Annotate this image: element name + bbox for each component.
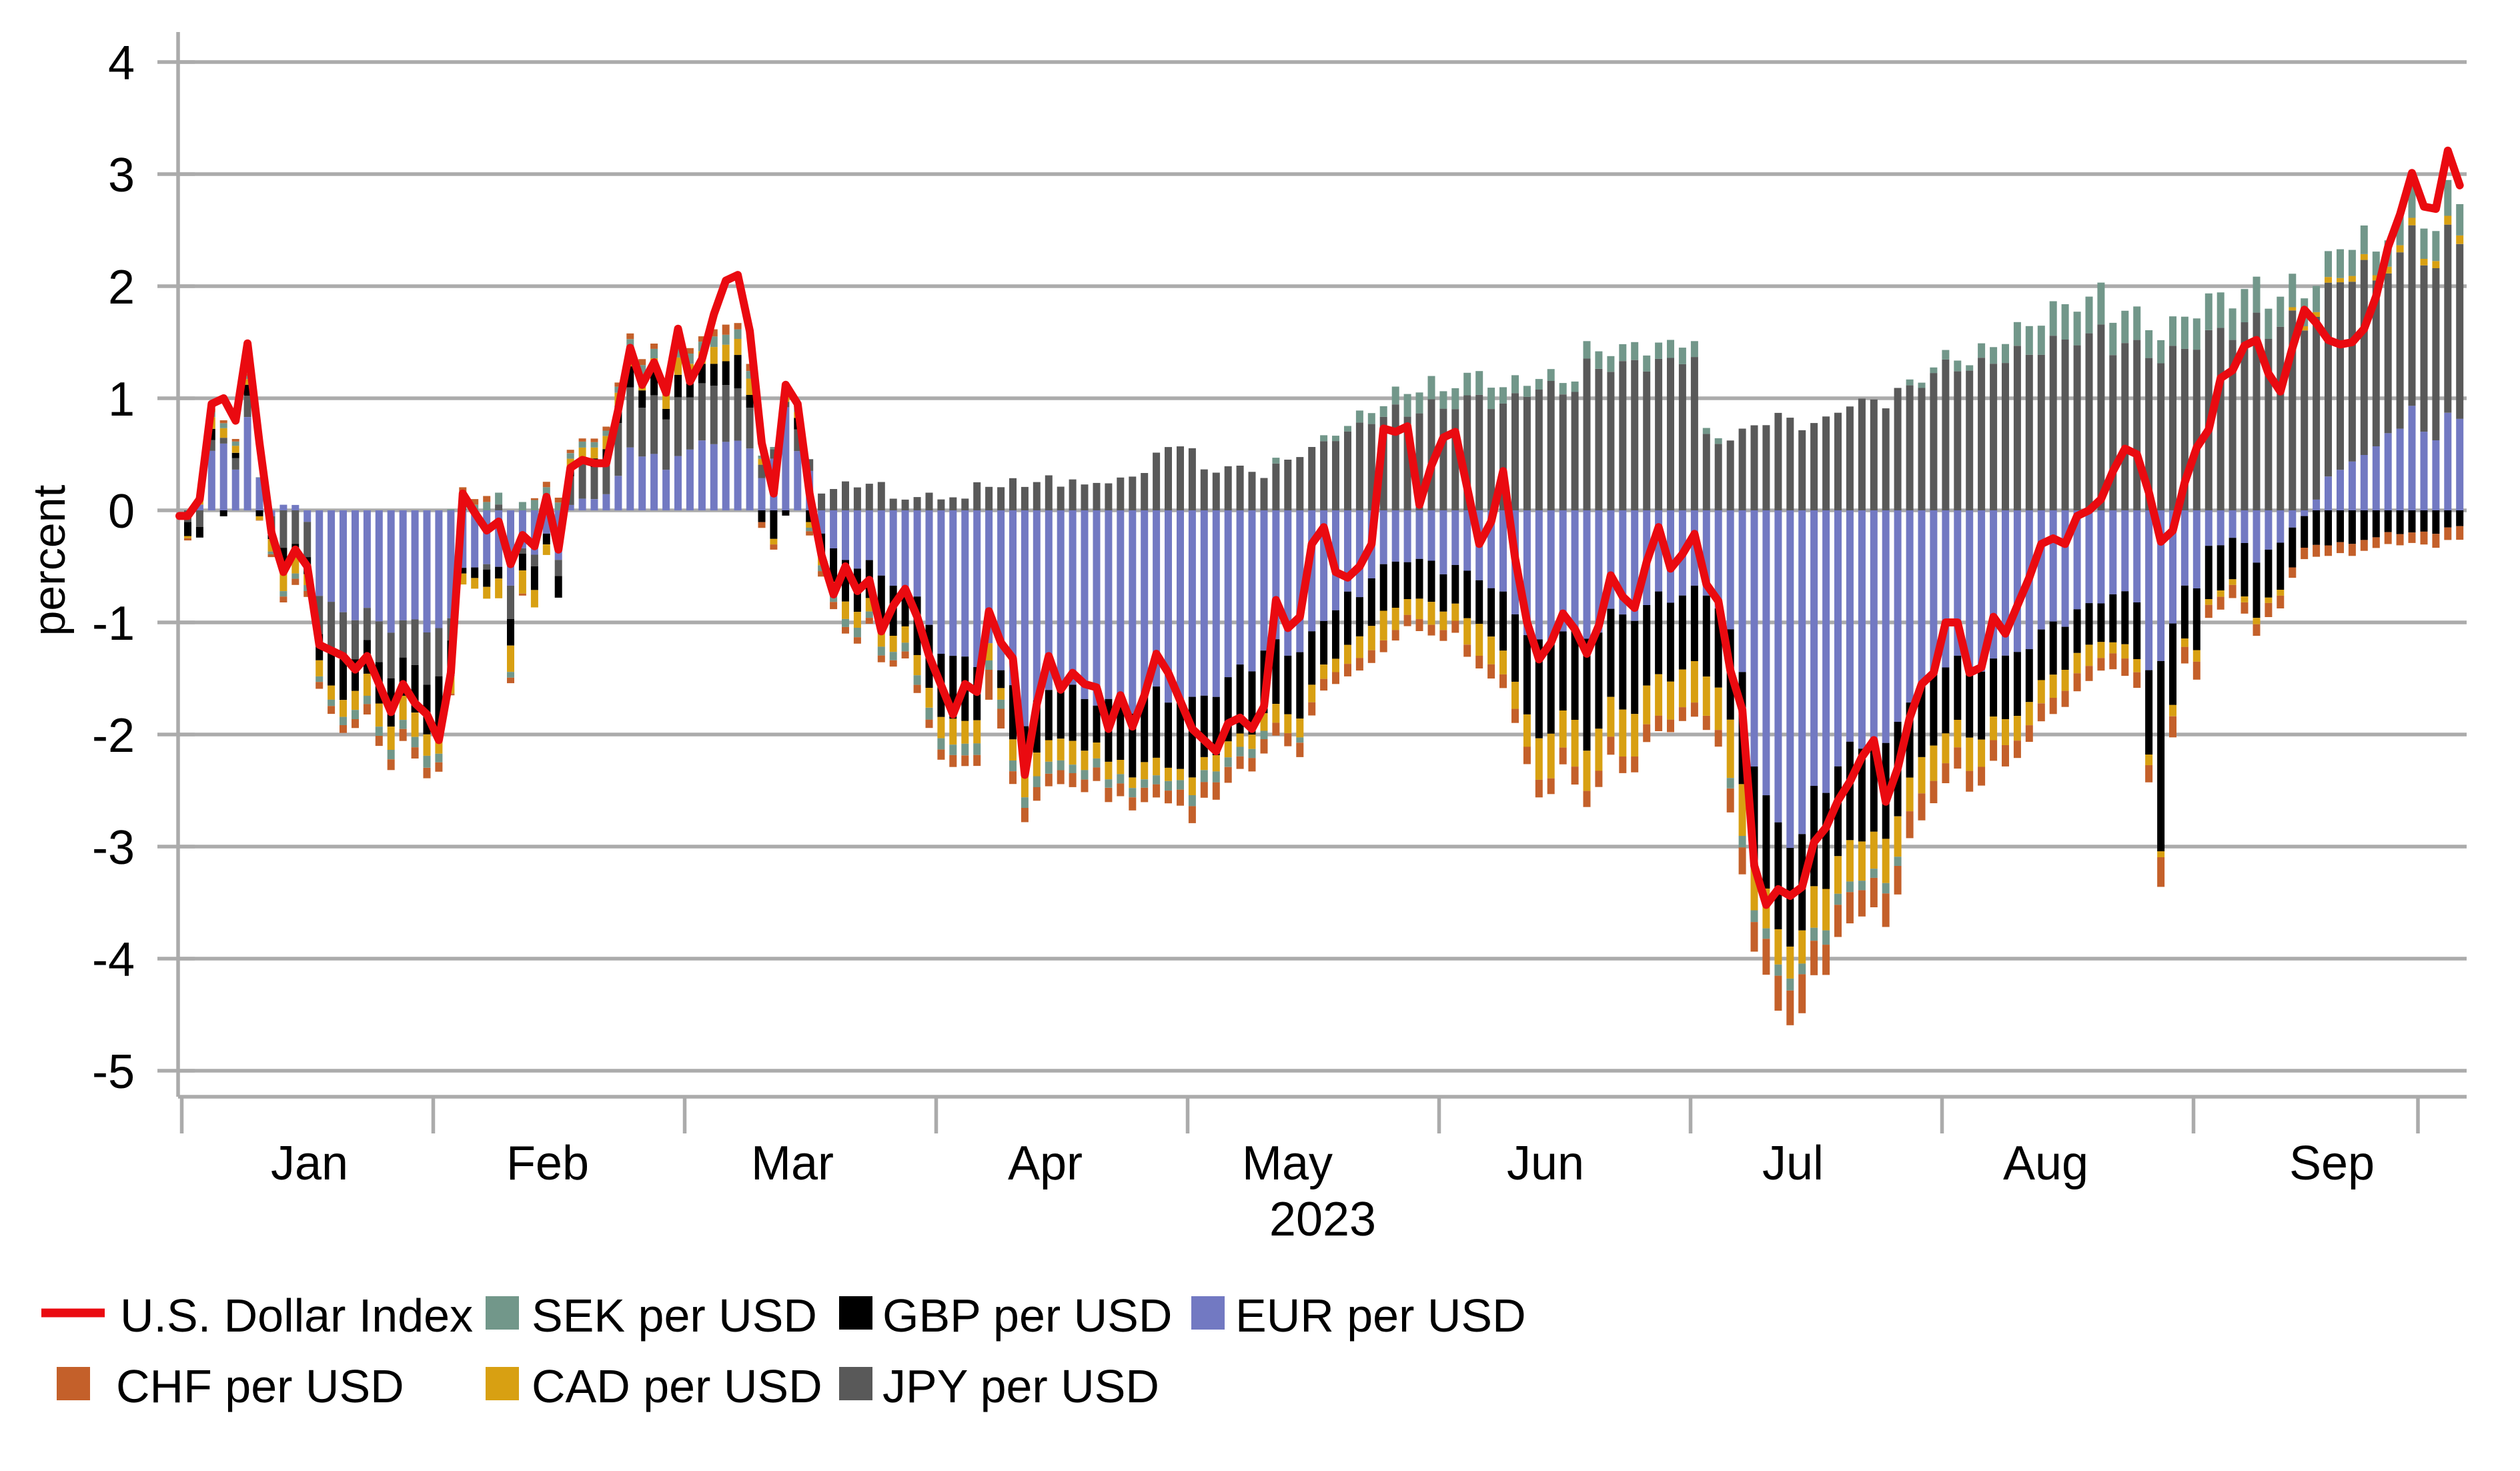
svg-text:EUR per USD: EUR per USD — [1235, 1290, 1526, 1342]
svg-text:4: 4 — [108, 37, 135, 90]
svg-text:Jan: Jan — [271, 1137, 348, 1190]
svg-text:-2: -2 — [92, 709, 135, 763]
svg-text:SEK per USD: SEK per USD — [532, 1290, 817, 1342]
svg-text:CHF per USD: CHF per USD — [116, 1360, 404, 1412]
svg-text:Jul: Jul — [1762, 1137, 1824, 1190]
svg-text:GBP per USD: GBP per USD — [882, 1290, 1172, 1342]
svg-text:-4: -4 — [92, 933, 135, 987]
svg-text:May: May — [1242, 1137, 1333, 1190]
svg-text:0: 0 — [108, 485, 135, 538]
svg-text:3: 3 — [108, 149, 135, 202]
svg-text:CAD per USD: CAD per USD — [532, 1360, 822, 1412]
svg-text:Feb: Feb — [506, 1137, 589, 1190]
svg-text:Mar: Mar — [751, 1137, 834, 1190]
svg-text:-1: -1 — [92, 597, 135, 650]
svg-text:Aug: Aug — [2003, 1137, 2088, 1190]
svg-text:2023: 2023 — [1269, 1193, 1376, 1246]
svg-text:1: 1 — [108, 373, 135, 426]
svg-text:JPY per USD: JPY per USD — [882, 1360, 1159, 1412]
svg-text:Jun: Jun — [1507, 1137, 1584, 1190]
svg-text:Sep: Sep — [2289, 1137, 2375, 1190]
svg-text:-5: -5 — [92, 1045, 135, 1099]
svg-text:2: 2 — [108, 261, 135, 314]
svg-text:-3: -3 — [92, 821, 135, 875]
svg-text:U.S. Dollar Index: U.S. Dollar Index — [120, 1290, 473, 1342]
svg-text:percent: percent — [24, 484, 75, 636]
svg-text:Apr: Apr — [1008, 1137, 1083, 1190]
